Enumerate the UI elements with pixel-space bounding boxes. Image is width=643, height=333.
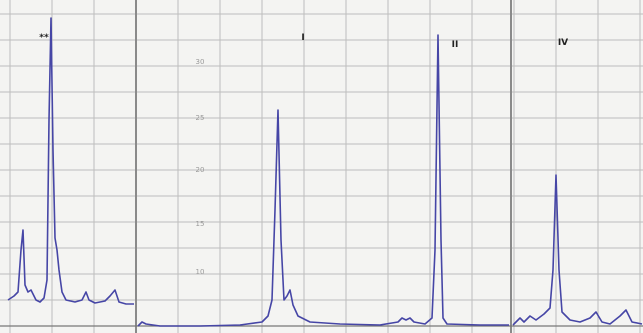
axis-label: 15 <box>196 220 205 228</box>
axis-label: 25 <box>196 114 205 122</box>
paper <box>0 0 643 333</box>
axis-label: 30 <box>196 58 205 66</box>
page: {"peak_labels": ["**", "I", "II", "IV"],… <box>0 0 643 333</box>
peak-label: II <box>452 40 459 50</box>
chromatogram: ** I II IV 30 25 20 15 10 <box>0 0 643 333</box>
axis-label: 10 <box>196 268 205 276</box>
axis-label: 20 <box>196 166 205 174</box>
peak-label: I <box>301 33 304 43</box>
peak-label: IV <box>558 38 568 48</box>
peak-label: ** <box>39 33 49 43</box>
